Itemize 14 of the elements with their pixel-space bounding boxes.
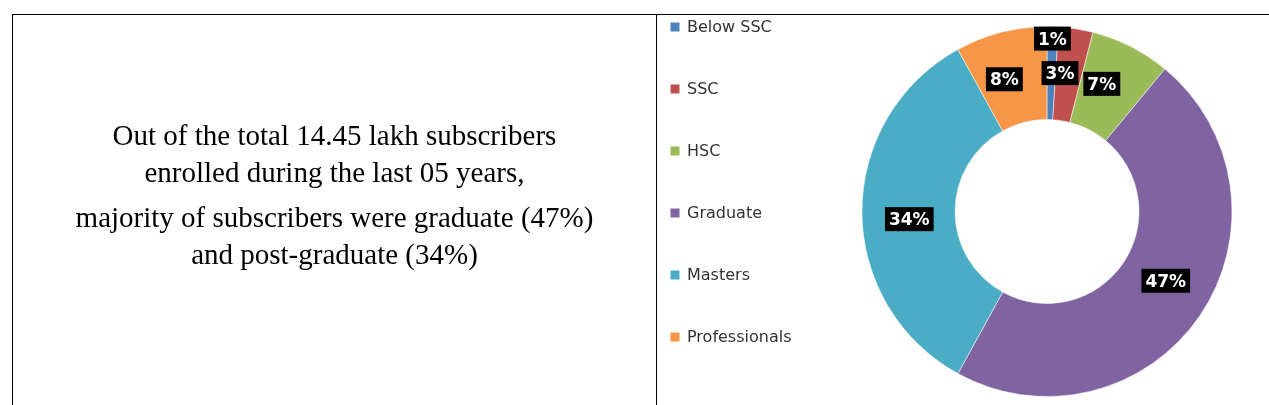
legend-label: SSC	[687, 79, 719, 98]
data-label: 8%	[989, 69, 1019, 90]
data-label: 47%	[1145, 270, 1187, 291]
data-label: 34%	[888, 209, 930, 230]
legend-label: HSC	[687, 141, 721, 160]
legend-label: Below SSC	[687, 17, 772, 36]
data-label: 7%	[1087, 73, 1117, 94]
legend-label: Graduate	[687, 203, 762, 222]
text: majority of subscribers were graduate (47%) and post-graduate (34%)	[74, 199, 595, 272]
data-label: 3%	[1045, 63, 1075, 84]
legend-label: Professionals	[687, 327, 792, 346]
data-label: 1%	[1037, 28, 1067, 49]
text: Out of the total 14.45 lakh subscribers enrolled during the last 05 years,	[111, 117, 558, 190]
legend-label: Masters	[687, 265, 750, 284]
